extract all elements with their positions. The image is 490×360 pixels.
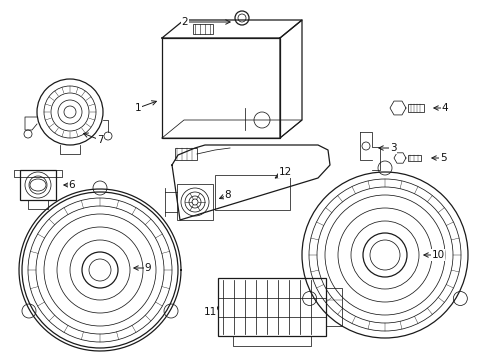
Text: 12: 12 [278, 167, 292, 177]
Text: 1: 1 [135, 103, 141, 113]
Text: 8: 8 [225, 190, 231, 200]
Bar [193, 24, 213, 34]
Bar [408, 155, 421, 161]
Bar [218, 278, 326, 336]
Bar [20, 170, 56, 200]
Text: 5: 5 [440, 153, 446, 163]
Bar [177, 184, 213, 220]
Text: 2: 2 [182, 17, 188, 27]
Text: 6: 6 [69, 180, 75, 190]
Text: 7: 7 [97, 135, 103, 145]
Bar [408, 104, 424, 112]
Text: 10: 10 [431, 250, 444, 260]
Text: 3: 3 [390, 143, 396, 153]
Text: 4: 4 [441, 103, 448, 113]
Bar [215, 175, 290, 210]
Text: 11: 11 [203, 307, 217, 317]
Bar [175, 148, 197, 160]
Bar [162, 38, 280, 138]
Text: 9: 9 [145, 263, 151, 273]
Bar [326, 288, 342, 326]
